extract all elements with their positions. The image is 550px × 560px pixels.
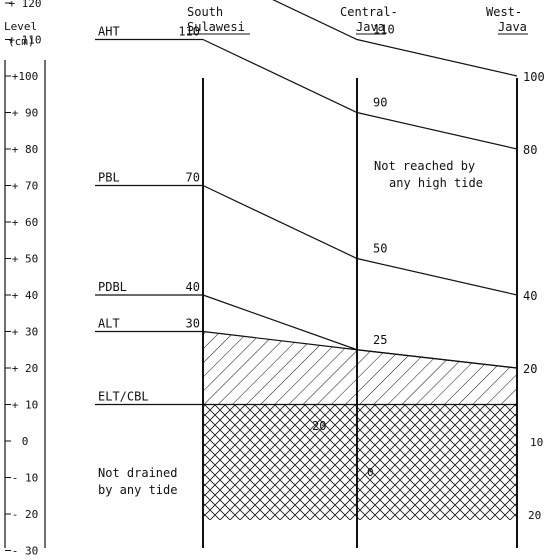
scale-tick-label: + 120 [8,0,41,10]
scale-tick-label: + 110 [8,34,41,47]
header-central-java-line2: Java [356,20,385,34]
crosshatch-central-label: 0 [367,466,374,479]
scale-tick-label: + 60 [12,216,39,229]
scale-tick-label: - 20 [12,508,39,521]
scale-tick-label: + 40 [12,289,39,302]
scale-title: Level [4,20,37,33]
scale-tick-label: + 50 [12,253,39,266]
scale-tick-label: - 10 [12,472,39,485]
level-code-label: ELT/CBL [98,390,149,404]
scale-tick-label: + 80 [12,143,39,156]
crosshatched-zone-not-drained [203,404,517,520]
scale-tick-label: - 30 [12,545,39,556]
level-south-value: 110 [178,25,200,39]
level-profile-line [272,0,518,77]
level-south-value: 40 [186,280,200,294]
not-drained-label-line2: by any tide [98,483,177,497]
scale-tick-label: 0 [22,435,29,448]
level-central-value: 25 [373,333,387,347]
not-reached-label-line1: Not reached by [374,159,475,173]
level-south-value: 30 [186,317,200,331]
level-central-value: 110 [373,23,395,37]
scale-unit: (cm) [8,35,35,48]
level-code-label: ALT [98,317,120,331]
header-central-java-line1: Central- [340,5,398,19]
header-west-java-line2: Java [498,20,527,34]
level-south-value: 70 [186,171,200,185]
level-west-value: 20 [523,362,537,376]
scale-tick-label: + 70 [12,180,39,193]
scale-ticks: + 160+ 150+140+ 130+ 120+ 110+100+ 90+ 8… [5,0,42,558]
level-profile-line [202,184,518,296]
level-code-label: PDBL [98,280,127,294]
level-code-label: PBL [98,171,120,185]
scale-tick-label: + 30 [12,326,39,339]
scale-tick-label: + 10 [12,399,39,412]
level-west-value: 80 [523,143,537,157]
hatch-zone-label: 20 [312,419,326,433]
level-lines: MD160140130EHT130110100AHT1109080PBL7050… [95,0,545,406]
header-west-java-line1: West- [486,5,522,19]
level-central-value: 90 [373,96,387,110]
scale-tick-label: +100 [12,70,39,83]
west-elt-label: 10 [530,436,543,449]
level-profile-line [202,330,518,369]
level-west-value: 100 [523,70,545,84]
level-central-value: 50 [373,242,387,256]
header-south-sulawesi-line2: Sulawesi [187,20,245,34]
crosshatch-west-label: 20 [528,509,541,522]
not-drained-label-line1: Not drained [98,466,177,480]
level-profile-line [202,38,518,150]
scale-tick-label: + 90 [12,107,39,120]
not-reached-label-line2: any high tide [389,176,483,190]
header-south-sulawesi-line1: South [187,5,223,19]
scale-tick-label: + 20 [12,362,39,375]
level-code-label: AHT [98,25,120,39]
hatched-zone-alt-to-elt [203,331,517,405]
level-west-value: 40 [523,289,537,303]
